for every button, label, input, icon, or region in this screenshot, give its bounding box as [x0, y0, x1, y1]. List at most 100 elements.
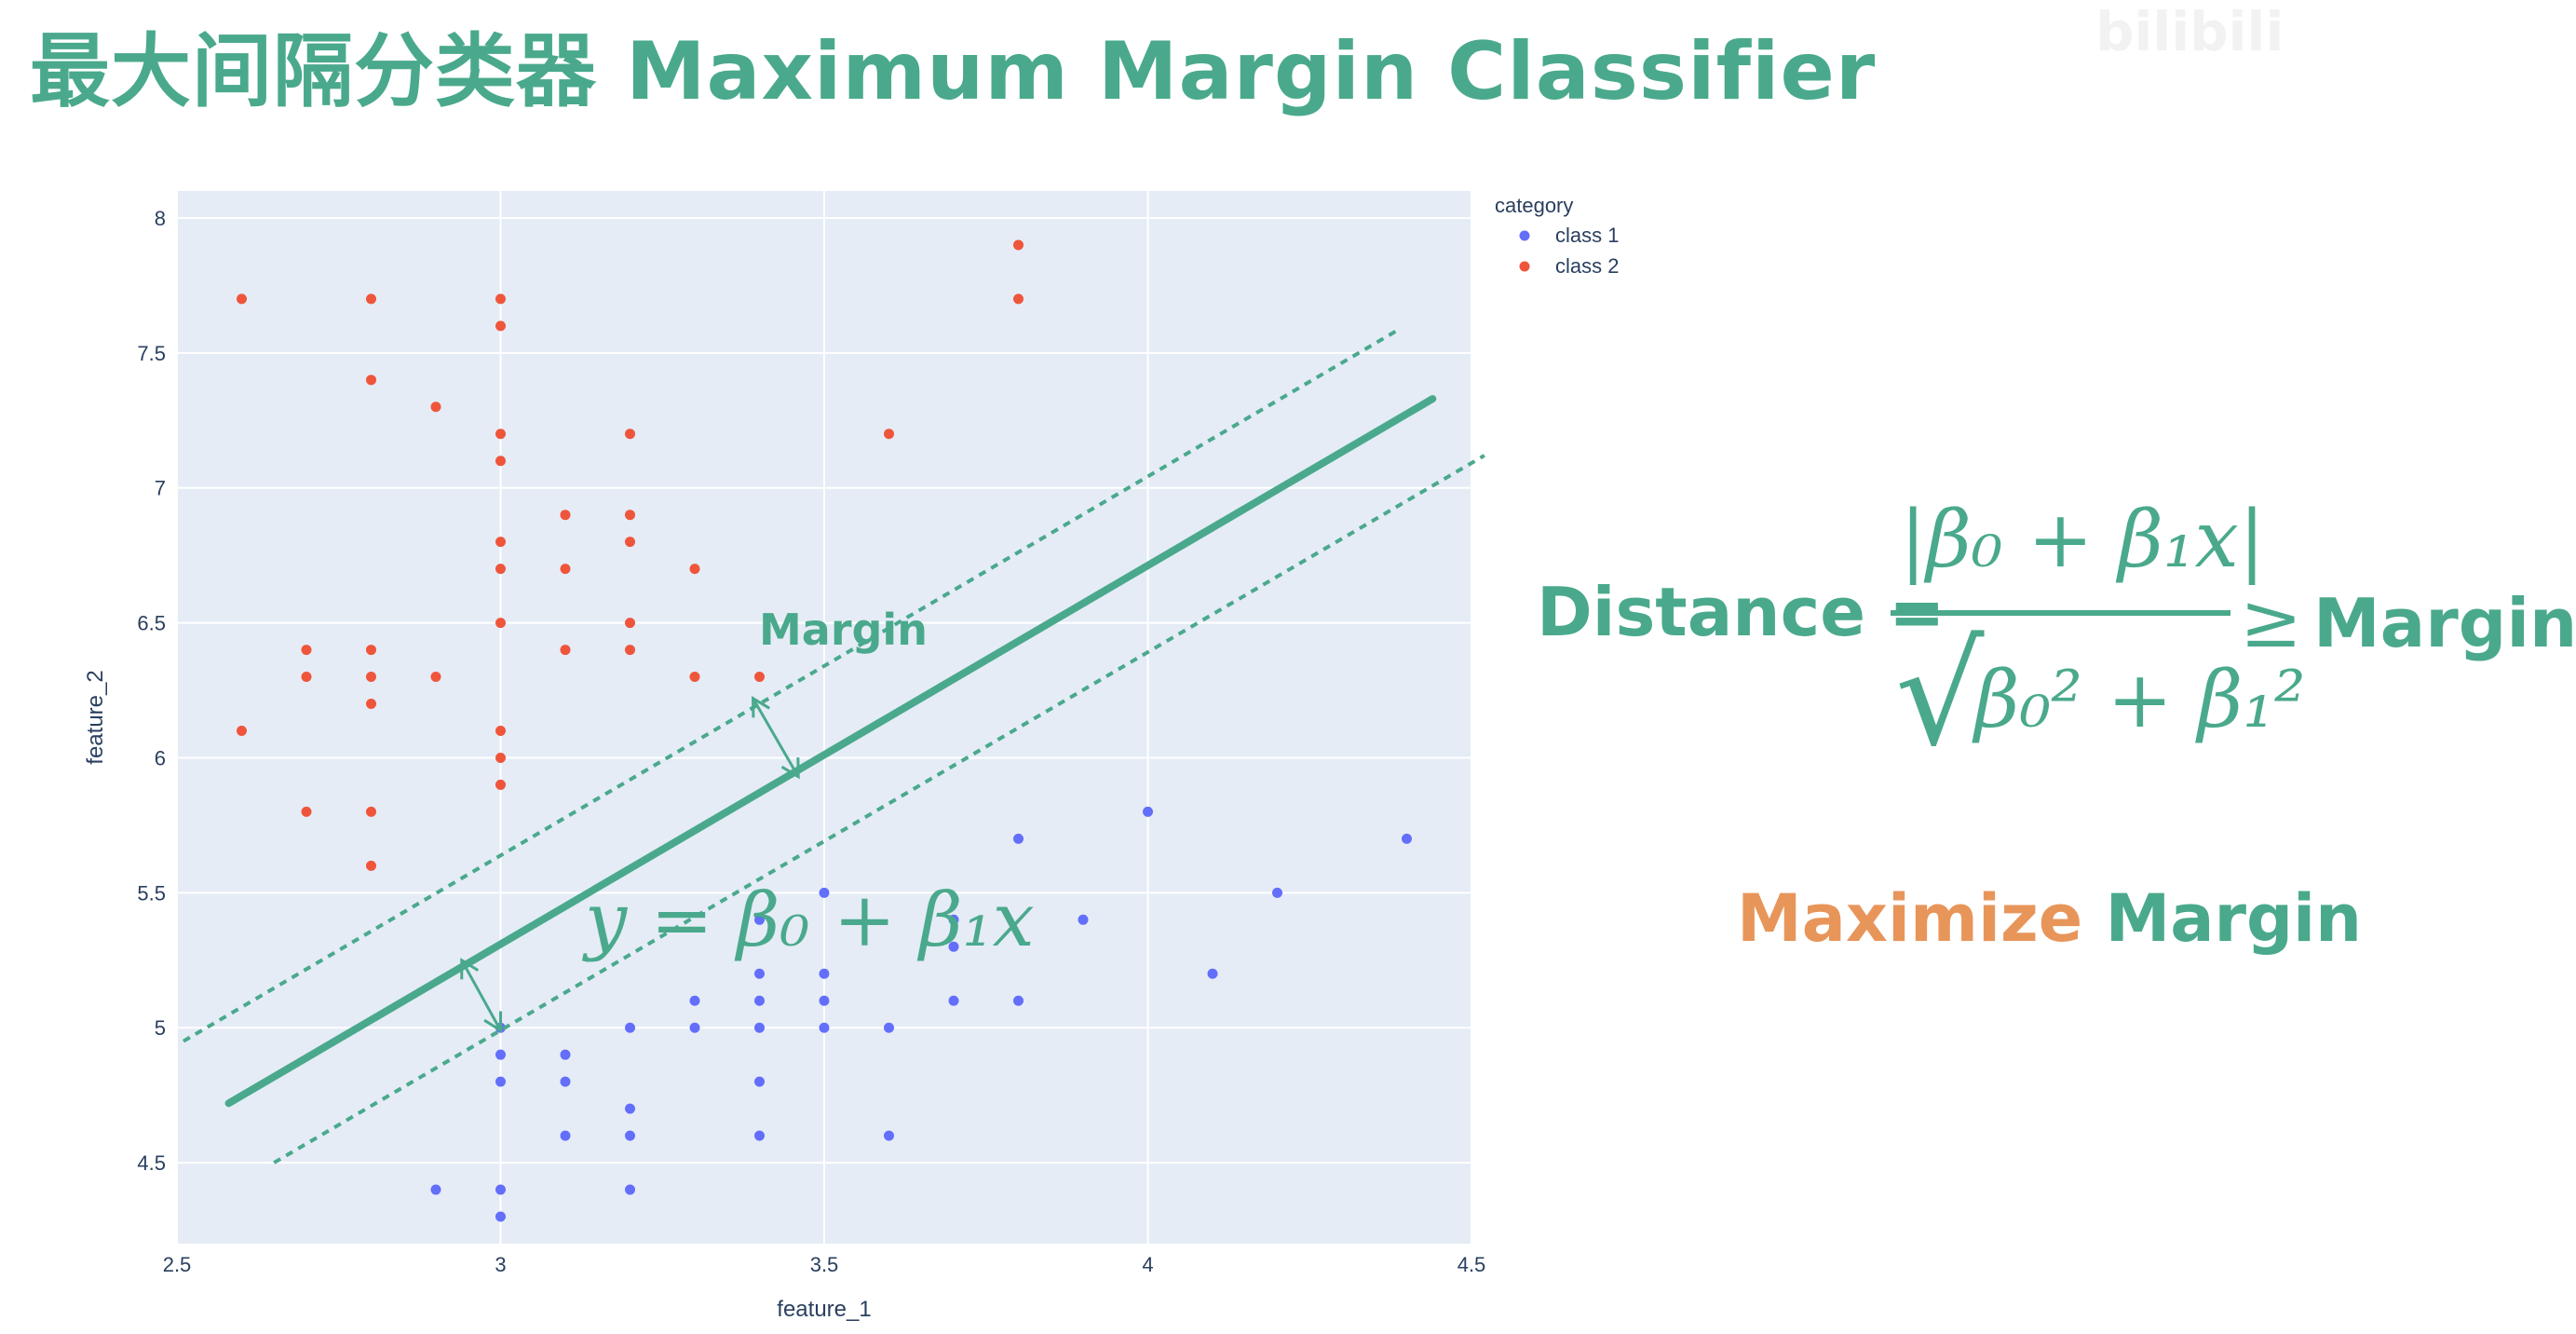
- class1-point: [560, 1049, 571, 1060]
- class1-point: [754, 1076, 765, 1087]
- class2-point: [560, 645, 571, 656]
- class2-point: [1013, 239, 1024, 251]
- class2-point: [366, 860, 376, 871]
- class1-point: [689, 995, 700, 1006]
- class1-point: [495, 1076, 506, 1087]
- x-axis-label: feature_1: [777, 1297, 871, 1322]
- class2-point: [754, 672, 765, 683]
- class1-point: [689, 1022, 700, 1033]
- y-tick-label: 5: [155, 1016, 166, 1040]
- class1-point: [754, 1022, 765, 1033]
- class2-point: [366, 806, 376, 817]
- formula-rhs: ≥ Margin: [2240, 578, 2576, 664]
- y-tick-label: 4.5: [137, 1151, 166, 1175]
- x-tick-label: 4.5: [1457, 1253, 1486, 1276]
- y-tick-label: 5.5: [137, 881, 166, 905]
- ge-symbol: ≥: [2240, 578, 2303, 664]
- class2-point: [625, 429, 635, 440]
- sqrt-icon: √: [1895, 615, 1985, 777]
- x-tick-label: 3.5: [810, 1253, 839, 1276]
- arrowhead-icon: [483, 1011, 503, 1033]
- class2-point: [495, 779, 506, 790]
- legend-marker: [1519, 230, 1530, 241]
- class1-point: [754, 914, 765, 925]
- class1-point: [560, 1076, 571, 1087]
- class1-point: [495, 1049, 506, 1060]
- class1-point: [625, 1103, 635, 1114]
- margin-arrow-lower: [460, 960, 502, 1031]
- class2-point: [495, 564, 506, 575]
- class2-point: [366, 645, 376, 656]
- class2-point: [237, 725, 247, 736]
- class2-point: [495, 537, 506, 548]
- y-tick-label: 7: [155, 477, 166, 500]
- tagline-maximize: Maximize: [1737, 880, 2083, 957]
- class2-point: [625, 618, 635, 629]
- class1-point: [625, 1130, 635, 1141]
- class2-point: [237, 293, 247, 305]
- y-tick-label: 8: [155, 207, 166, 230]
- slide-title: 最大间隔分类器 Maximum Margin Classifier: [30, 25, 1877, 118]
- class1-point: [884, 1130, 894, 1141]
- class2-point: [1013, 293, 1024, 305]
- class1-point: [560, 1130, 571, 1141]
- arrowhead-icon: [780, 757, 800, 780]
- denominator-text: β₀² + β₁²: [1974, 654, 2306, 745]
- watermark-logo: bilibili: [2095, 0, 2285, 63]
- class1-point: [1078, 914, 1089, 925]
- fraction-bar: [1891, 610, 2230, 616]
- y-tick-label: 7.5: [137, 342, 166, 365]
- x-tick-label: 4: [1142, 1253, 1153, 1276]
- class2-point: [625, 537, 635, 548]
- class1-point: [948, 914, 959, 925]
- class2-point: [560, 510, 571, 521]
- class1-point: [754, 1130, 765, 1141]
- class2-point: [689, 672, 700, 683]
- class1-point: [819, 968, 830, 979]
- class1-point: [819, 995, 830, 1006]
- class2-point: [301, 645, 312, 656]
- x-tick-label: 2.5: [163, 1253, 192, 1276]
- x-tick-label: 3: [495, 1253, 506, 1276]
- class2-point: [366, 293, 376, 305]
- line-equation-annotation: y = β₀ + β₁x: [582, 877, 1035, 963]
- class1-point: [819, 887, 830, 898]
- class2-point: [366, 374, 376, 386]
- class1-point: [884, 1022, 894, 1033]
- class2-point: [495, 752, 506, 763]
- class2-point: [495, 429, 506, 440]
- class1-point: [819, 1022, 830, 1033]
- class1-point: [1272, 887, 1282, 898]
- class1-point: [948, 995, 959, 1006]
- class1-point: [495, 1211, 506, 1222]
- hyperplane-line: [224, 395, 1437, 1108]
- class1-point: [1013, 833, 1024, 844]
- tagline: Maximize Margin: [1737, 880, 2362, 957]
- margin-lower-line: [273, 454, 1485, 1164]
- distance-label: Distance =: [1537, 573, 1946, 651]
- legend-entry: class 2: [1555, 254, 1619, 278]
- class2-point: [625, 645, 635, 656]
- class1-point: [754, 995, 765, 1006]
- class2-point: [495, 293, 506, 305]
- class2-point: [301, 672, 312, 683]
- class2-point: [495, 320, 506, 332]
- class2-point: [560, 564, 571, 575]
- margin-arrow-upper: [752, 697, 800, 778]
- class1-point: [625, 1022, 635, 1033]
- class2-point: [625, 510, 635, 521]
- rhs-margin: Margin: [2313, 584, 2576, 662]
- legend-title: category: [1495, 194, 1573, 217]
- class2-point: [495, 725, 506, 736]
- class2-point: [884, 429, 894, 440]
- class2-point: [366, 672, 376, 683]
- class2-point: [495, 456, 506, 467]
- legend-marker: [1519, 261, 1530, 272]
- class1-point: [1207, 968, 1218, 979]
- legend-entry: class 1: [1555, 224, 1619, 247]
- class1-point: [1402, 833, 1412, 844]
- class2-point: [495, 618, 506, 629]
- arrowhead-icon: [752, 696, 770, 718]
- class1-point: [1143, 806, 1153, 817]
